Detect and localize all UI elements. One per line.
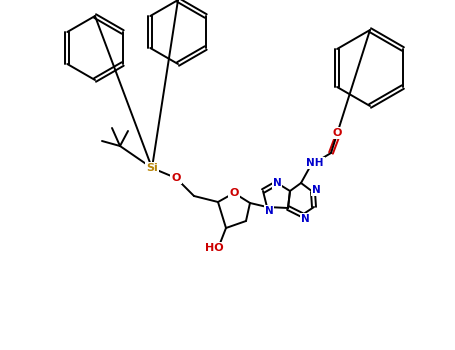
Text: N: N [273, 178, 281, 188]
Text: Si: Si [146, 163, 158, 173]
Text: N: N [301, 214, 309, 224]
Text: O: O [332, 128, 342, 138]
Text: HO: HO [205, 243, 223, 253]
Text: N: N [312, 185, 320, 195]
Text: O: O [229, 188, 239, 198]
Text: NH: NH [306, 158, 324, 168]
Text: N: N [265, 206, 273, 216]
Text: O: O [172, 173, 181, 183]
